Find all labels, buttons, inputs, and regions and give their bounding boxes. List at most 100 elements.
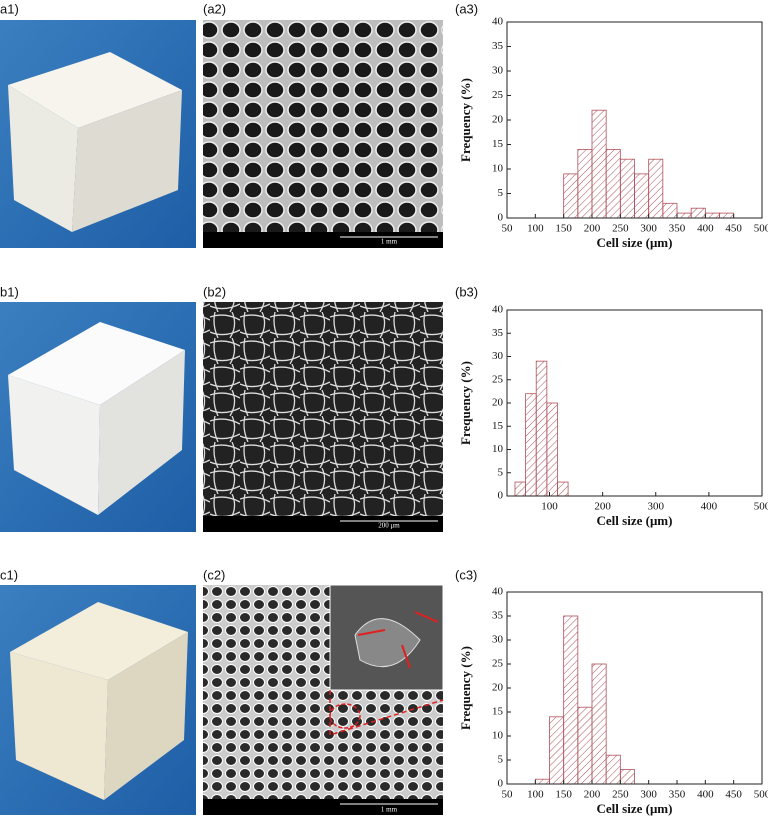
sem-b2: [203, 302, 443, 532]
scale-label: 200 μm: [378, 522, 400, 530]
bar: [591, 663, 607, 785]
y-tick-label: 30: [492, 634, 504, 646]
sem-a2: [203, 20, 443, 248]
x-tick-label: 100: [527, 223, 544, 235]
arrow: [357, 629, 386, 636]
x-tick-label: 400: [697, 789, 714, 801]
bar: [662, 202, 678, 219]
bar: [619, 158, 635, 219]
x-tick-label: 300: [640, 223, 657, 235]
y-tick-label: 0: [498, 778, 504, 790]
bar: [546, 402, 558, 497]
cube-right: [104, 632, 188, 800]
scale-label: 1 mm: [381, 806, 398, 814]
y-tick-label: 0: [498, 490, 504, 502]
cube-right: [72, 90, 182, 232]
x-axis-label: Cell size (μm): [597, 513, 673, 528]
y-axis-label: Frequency (%): [458, 78, 473, 162]
panel-label: a1): [0, 1, 19, 16]
bar: [577, 706, 593, 785]
y-tick-label: 15: [492, 706, 504, 718]
bar: [525, 393, 537, 497]
y-axis-label: Frequency (%): [458, 361, 473, 445]
arrow: [401, 644, 411, 669]
x-tick-label: 200: [594, 501, 611, 513]
x-tick-label: 50: [502, 789, 514, 801]
y-tick-label: 35: [492, 40, 504, 52]
bar: [557, 481, 569, 497]
bar: [591, 109, 607, 219]
info-bar: [203, 516, 443, 532]
panel-label: c1): [0, 567, 18, 582]
panel-label: (a3): [455, 1, 478, 16]
x-tick-label: 350: [669, 223, 686, 235]
y-tick-label: 15: [492, 138, 504, 150]
cube-top: [8, 52, 182, 128]
y-tick-label: 20: [492, 114, 504, 126]
bar: [605, 148, 621, 219]
x-tick-label: 350: [669, 789, 686, 801]
inset-link: [329, 690, 444, 737]
panel-label: (a2): [203, 1, 226, 16]
y-tick-label: 0: [498, 212, 504, 224]
bar: [535, 360, 548, 497]
x-tick-label: 500: [754, 223, 768, 235]
y-tick-label: 40: [492, 586, 504, 598]
cube-top: [8, 322, 185, 405]
bar: [563, 615, 579, 785]
y-tick-label: 35: [492, 610, 504, 622]
plot-frame: [506, 591, 763, 785]
arrow: [414, 611, 439, 623]
y-tick-label: 5: [498, 754, 504, 766]
inset-cell: [354, 618, 421, 668]
y-tick-label: 5: [498, 466, 504, 478]
y-tick-label: 10: [492, 443, 504, 455]
x-tick-label: 250: [612, 223, 629, 235]
y-tick-label: 10: [492, 730, 504, 742]
x-tick-label: 400: [701, 501, 718, 513]
panel-label: (b3): [455, 284, 478, 299]
x-tick-label: 500: [754, 501, 768, 513]
y-tick-label: 20: [492, 397, 504, 409]
bar: [648, 158, 664, 219]
x-tick-label: 300: [648, 501, 665, 513]
cube-right: [98, 350, 185, 515]
panel-label: b1): [0, 284, 19, 299]
x-tick-label: 400: [697, 223, 714, 235]
x-tick-label: 450: [725, 789, 742, 801]
y-tick-label: 25: [492, 89, 504, 101]
y-tick-label: 20: [492, 682, 504, 694]
y-tick-label: 30: [492, 65, 504, 77]
x-tick-label: 50: [502, 223, 514, 235]
bar: [534, 778, 550, 785]
info-bar: [203, 232, 443, 248]
x-tick-label: 250: [612, 789, 629, 801]
x-tick-label: 500: [754, 789, 768, 801]
x-tick-label: 100: [541, 501, 558, 513]
x-tick-label: 150: [555, 223, 572, 235]
x-tick-label: 150: [555, 789, 572, 801]
x-tick-label: 200: [584, 789, 601, 801]
bar: [577, 148, 593, 219]
x-tick-label: 300: [640, 789, 657, 801]
bar: [514, 481, 526, 497]
y-tick-label: 35: [492, 327, 504, 339]
cube-left: [8, 375, 100, 515]
panel-label: (c3): [455, 567, 477, 582]
bar: [719, 212, 735, 219]
scale-label: 1 mm: [381, 238, 398, 246]
info-bar: [203, 799, 443, 815]
y-tick-label: 25: [492, 373, 504, 385]
cube-left: [10, 652, 108, 800]
panel-label: (b2): [203, 284, 226, 299]
x-axis-label: Cell size (μm): [597, 235, 673, 250]
cube-top: [10, 602, 188, 680]
bar: [605, 754, 621, 785]
bar: [676, 212, 692, 219]
panel-label: (c2): [203, 567, 225, 582]
y-tick-label: 10: [492, 163, 504, 175]
y-axis-label: Frequency (%): [458, 646, 473, 730]
bar: [704, 212, 720, 219]
